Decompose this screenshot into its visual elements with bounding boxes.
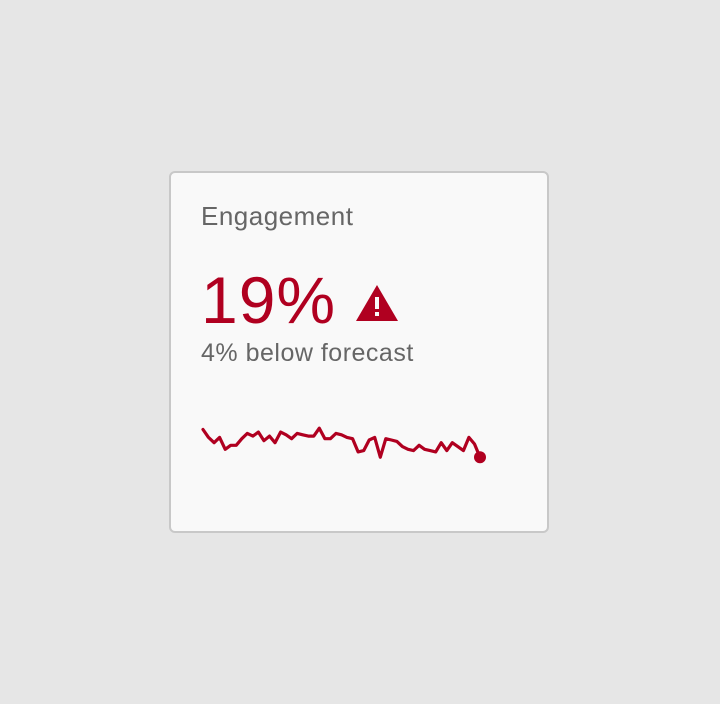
sparkline-chart bbox=[201, 426, 486, 464]
metric-subtitle: 4% below forecast bbox=[201, 339, 414, 367]
metric-value: 19% bbox=[201, 263, 337, 337]
engagement-card: Engagement 19% 4% below forecast bbox=[169, 171, 549, 533]
sparkline-series-line bbox=[201, 426, 482, 459]
card-title: Engagement bbox=[201, 201, 354, 231]
sparkline-last-point bbox=[474, 451, 486, 464]
metric-row: 19% bbox=[201, 265, 400, 335]
warning-triangle-icon bbox=[356, 285, 399, 321]
